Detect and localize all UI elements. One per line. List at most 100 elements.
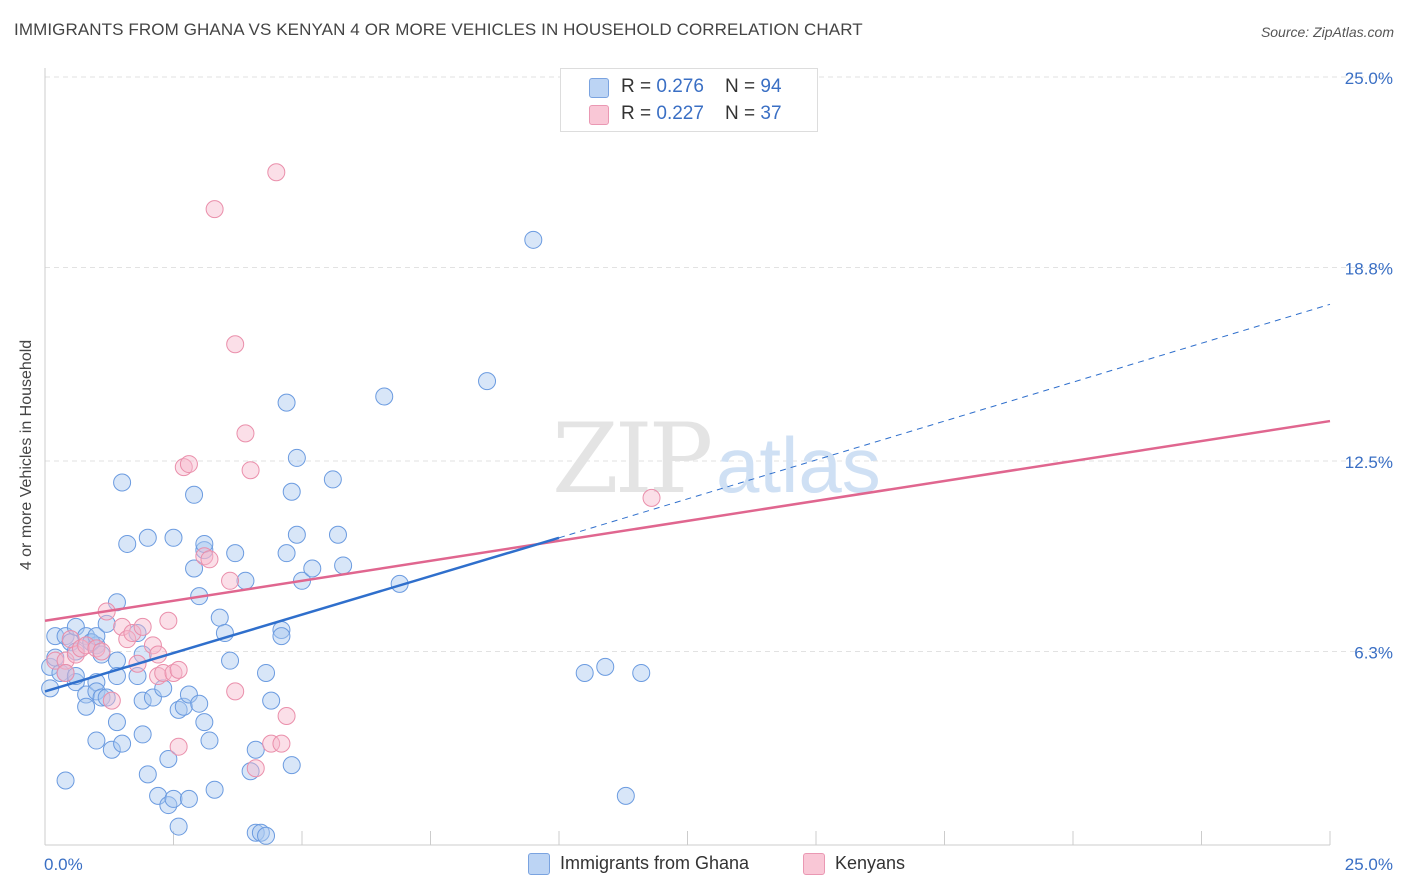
ghana-point-56 (190, 694, 209, 713)
kenya-point-30 (226, 335, 245, 354)
bottom-legend-label-kenya: Kenyans (835, 853, 906, 873)
kenya-point-10 (102, 691, 121, 710)
ghana-point-39 (133, 725, 152, 744)
ghana-point-81 (287, 448, 306, 467)
x-tick-label-max: 25.0% (1345, 855, 1393, 874)
series-kenya-points (46, 163, 661, 778)
ghana-point-68 (241, 762, 260, 781)
ghana-point-76 (272, 627, 291, 646)
ghana-point-53 (179, 685, 198, 704)
ghana-point-14 (77, 685, 96, 704)
legend-n-ghana: 94 (760, 76, 782, 97)
ghana-point-63 (210, 608, 229, 627)
tick-labels: 25.0% 18.8% 12.5% 6.3% 0.0% 25.0% (44, 69, 1393, 874)
ghana-point-90 (478, 372, 497, 391)
ghana-point-15 (77, 697, 96, 716)
kenya-point-24 (174, 458, 193, 477)
kenya-point-34 (246, 759, 265, 778)
y-tick-label-3: 6.3% (1354, 643, 1393, 662)
ghana-point-7 (56, 771, 75, 790)
ghana-point-48 (164, 789, 183, 808)
kenya-point-26 (195, 547, 214, 566)
ghana-point-27 (102, 740, 121, 759)
ghana-point-45 (159, 749, 178, 768)
kenya-point-21 (164, 663, 183, 682)
kenya-point-32 (236, 424, 255, 443)
ghana-trend-extension (558, 303, 1331, 539)
ghana-point-65 (221, 651, 240, 670)
x-tick-label-min: 0.0% (44, 855, 83, 874)
ghana-point-73 (257, 826, 276, 845)
ghana-point-54 (185, 485, 204, 504)
ghana-point-36 (128, 667, 147, 686)
kenya-point-13 (123, 624, 142, 643)
ghana-point-94 (616, 786, 635, 805)
trend-lines (44, 303, 1331, 693)
ghana-point-62 (205, 780, 224, 799)
kenya-point-19 (154, 663, 173, 682)
ghana-point-72 (257, 663, 276, 682)
legend-swatch-kenya (589, 105, 609, 125)
ghana-point-84 (303, 559, 322, 578)
kenya-point-35 (262, 734, 281, 753)
kenya-point-25 (179, 455, 198, 474)
ghana-point-88 (375, 387, 394, 406)
chart-title: IMMIGRANTS FROM GHANA VS KENYAN 4 OR MOR… (14, 20, 863, 39)
kenya-point-23 (169, 737, 188, 756)
y-tick-label-2: 12.5% (1345, 453, 1393, 472)
ghana-point-3 (46, 627, 65, 646)
y-tick-label-0: 25.0% (1345, 69, 1393, 88)
ghana-point-50 (169, 817, 188, 836)
ghana-point-85 (323, 470, 342, 489)
ghana-point-86 (328, 525, 347, 544)
watermark: ZIP atlas (552, 403, 881, 515)
ghana-point-38 (133, 691, 152, 710)
legend-text-kenya: R = 0.227 N = 37 (621, 103, 782, 124)
ghana-point-41 (138, 765, 157, 784)
bottom-legend-swatch-kenya (803, 853, 825, 875)
ghana-point-24 (87, 731, 106, 750)
ghana-point-80 (282, 756, 301, 775)
ghana-point-34 (118, 534, 137, 553)
kenya-point-0 (46, 651, 65, 670)
kenya-trend-line (44, 419, 1331, 622)
kenya-point-31 (226, 682, 245, 701)
ghana-point-87 (334, 556, 353, 575)
kenya-point-33 (241, 461, 260, 480)
ghana-point-71 (251, 823, 270, 842)
ghana-point-77 (277, 393, 296, 412)
kenya-point-1 (56, 651, 75, 670)
kenya-point-27 (200, 550, 219, 569)
ghana-point-70 (246, 823, 265, 842)
ghana-point-69 (246, 740, 265, 759)
bottom-legend-label-ghana: Immigrants from Ghana (560, 853, 750, 873)
legend-text-ghana: R = 0.276 N = 94 (621, 76, 782, 97)
correlation-legend: R = 0.276 N = 94 R = 0.227 N = 37 (560, 68, 818, 132)
ghana-point-93 (596, 657, 615, 676)
legend-r-kenya: 0.227 (656, 103, 704, 124)
kenya-point-5 (71, 639, 90, 658)
kenya-point-38 (277, 706, 296, 725)
ghana-point-92 (575, 663, 594, 682)
ghana-point-32 (113, 734, 132, 753)
ghana-point-42 (143, 688, 162, 707)
ghana-point-79 (282, 482, 301, 501)
kenya-point-18 (149, 667, 168, 686)
ghana-point-26 (97, 688, 116, 707)
ghana-point-95 (632, 663, 651, 682)
ghana-point-67 (236, 571, 255, 590)
ghana-point-66 (226, 544, 245, 563)
ghana-point-55 (185, 559, 204, 578)
ghana-point-78 (277, 544, 296, 563)
legend-r-ghana: 0.276 (656, 76, 704, 97)
legend-n-kenya: 37 (760, 103, 782, 124)
ghana-point-25 (97, 614, 116, 633)
axes (44, 68, 1331, 846)
ghana-point-82 (287, 525, 306, 544)
kenya-point-2 (56, 663, 75, 682)
ghana-point-47 (164, 528, 183, 547)
ghana-point-61 (200, 731, 219, 750)
series-ghana-points (41, 230, 651, 845)
kenya-point-20 (159, 611, 178, 630)
ghana-point-74 (262, 691, 281, 710)
